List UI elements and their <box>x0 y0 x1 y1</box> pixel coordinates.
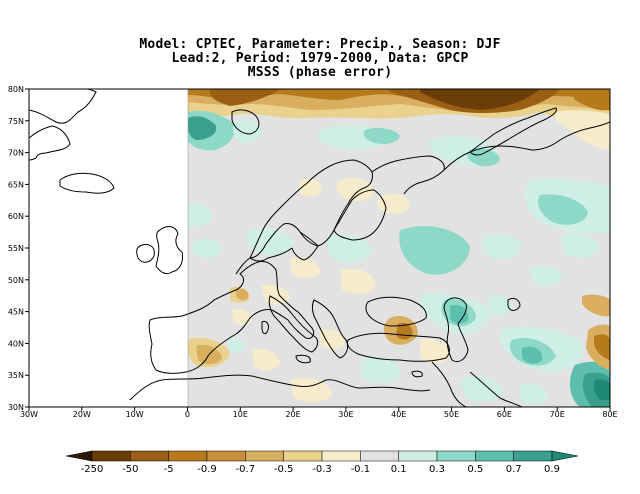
lon-tick-label: 70E <box>550 410 565 419</box>
title-line-3: MSSS (phase error) <box>247 65 393 80</box>
lat-tick-label: 35N <box>8 371 24 380</box>
lat-tick-label: 70N <box>8 149 24 158</box>
title-line-2: Lead:2, Period: 1979-2000, Data: GPCP <box>171 51 469 66</box>
lon-tick-label: 50E <box>444 410 459 419</box>
colorbar-label: 0.3 <box>429 464 445 475</box>
lat-tick-label: 55N <box>8 244 24 253</box>
lon-tick-label: 20W <box>73 410 91 419</box>
colorbar-low-extend <box>65 450 93 462</box>
colorbar-high-extend <box>551 450 579 462</box>
precip-field <box>188 89 610 407</box>
longitude-axis: 30W 20W 10W 0 10E 20E 30E 40E 50E 60E 70E 80E <box>20 407 618 419</box>
colorbar-swatch <box>321 450 361 462</box>
colorbar-label: -0.5 <box>274 464 294 475</box>
colorbar-swatch <box>475 450 514 462</box>
colorbar-swatch <box>206 450 246 462</box>
colorbar-swatch <box>245 450 284 462</box>
colorbar-swatch <box>168 450 208 462</box>
colorbar-label: 0.5 <box>467 464 483 475</box>
lon-tick-label: 80E <box>602 410 617 419</box>
title-line-1: Model: CPTEC, Parameter: Precip., Season… <box>139 37 501 52</box>
latitude-axis: 80N 75N 70N 65N 60N 55N 50N 45N 40N 35N 30N <box>8 85 29 412</box>
colorbar-label: -0.3 <box>312 464 332 475</box>
colorbar-swatch <box>130 450 169 462</box>
colorbar-swatch <box>513 450 553 462</box>
lon-tick-label: 0 <box>185 410 190 419</box>
lat-tick-label: 40N <box>8 339 24 348</box>
lat-tick-label: 75N <box>8 117 24 126</box>
colorbar-swatch <box>360 450 399 462</box>
lon-tick-label: 40E <box>391 410 406 419</box>
colorbar-label: -250 <box>81 464 104 475</box>
colorbar-swatch <box>283 450 323 462</box>
colorbar-label: 0.7 <box>506 464 522 475</box>
lat-tick-label: 45N <box>8 308 24 317</box>
colorbar-label: -0.9 <box>197 464 217 475</box>
colorbar-swatch <box>398 450 438 462</box>
colorbar-swatch <box>436 450 476 462</box>
lat-tick-label: 80N <box>8 85 24 94</box>
lat-tick-label: 30N <box>8 403 24 412</box>
lat-tick-label: 65N <box>8 180 24 189</box>
colorbar-label: 0.1 <box>391 464 407 475</box>
colorbar-label: -0.1 <box>351 464 371 475</box>
lon-tick-label: 30E <box>338 410 353 419</box>
coastlines <box>29 89 610 407</box>
lat-tick-label: 60N <box>8 212 24 221</box>
colorbar-swatch <box>91 450 131 462</box>
colorbar-label: -0.7 <box>236 464 256 475</box>
lon-tick-label: 10W <box>126 410 144 419</box>
colorbar-label: 0.9 <box>544 464 560 475</box>
lon-tick-label: 60E <box>497 410 512 419</box>
lat-tick-label: 50N <box>8 276 24 285</box>
colorbar-label: -5 <box>164 464 174 475</box>
lon-tick-label: 10E <box>233 410 248 419</box>
lon-tick-label: 30W <box>20 410 38 419</box>
colorbar-label: -50 <box>122 464 138 475</box>
lon-tick-label: 20E <box>285 410 300 419</box>
colorbar: -250 -50 -5 -0.9 -0.7 -0.5 -0.3 -0.1 0.1 0.3 0.5 0.… <box>65 450 579 475</box>
